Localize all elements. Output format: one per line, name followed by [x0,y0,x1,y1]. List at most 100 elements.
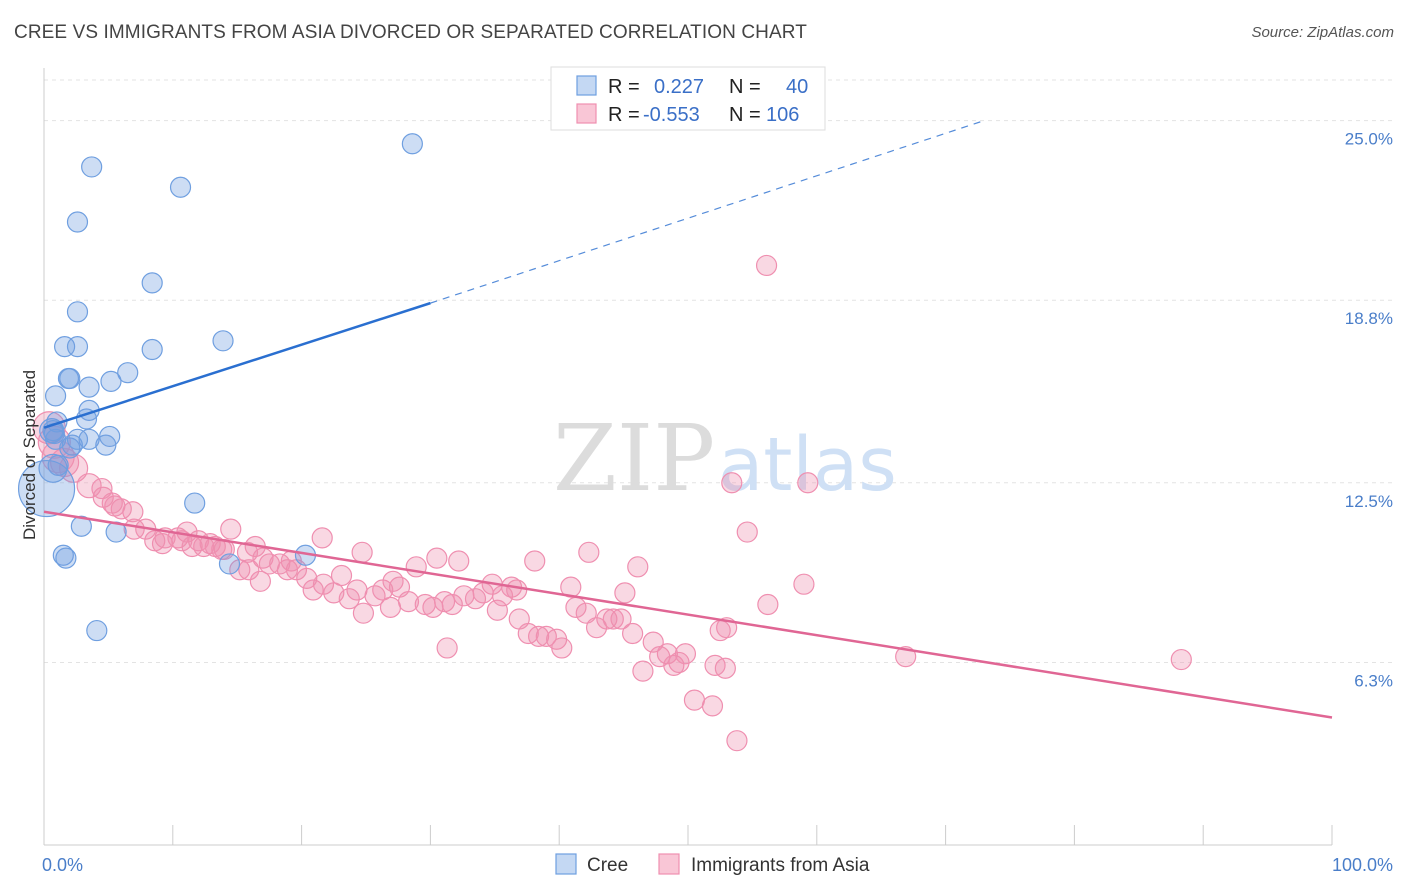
asia-point [448,550,470,572]
asia-point [622,622,644,645]
asia-point [614,582,636,604]
chart-source: Source: ZipAtlas.com [1251,24,1394,41]
y-tick-label: 18.8% [1345,309,1393,328]
asia-point [311,527,333,549]
cree-point [70,515,92,537]
asia-point [1170,648,1192,671]
watermark: ZIP atlas [553,405,897,512]
legend-asia-n-label: N = [729,104,761,126]
asia-point [104,495,126,517]
asia-point [793,573,815,595]
cree-point [86,619,108,642]
asia-point [610,608,632,630]
cree-point [78,376,100,398]
asia-point [91,477,113,500]
bottom-legend-cree-swatch [555,853,577,875]
asia-point [229,559,251,581]
cree-point [66,301,89,323]
asia-point [151,533,174,555]
cree-points [17,133,423,642]
asia-point [252,547,274,569]
asia-point [656,643,678,665]
asia-point [506,579,528,601]
asia-point [632,660,654,682]
y-tick-label: 12.5% [1345,492,1393,511]
axes [43,68,1333,846]
legend-asia-r-label: R = [608,104,640,126]
bottom-legend: Cree Immigrants from Asia [555,853,870,876]
legend-asia-n-value: 106 [766,104,799,126]
cree-trend-extension [430,119,985,304]
asia-point [379,596,402,618]
asia-point [296,567,318,590]
cree-point [117,362,139,384]
tick-labels: 6.3% 12.5% 18.8% 25.0% 0.0% 100.0% [42,130,1393,875]
asia-point [674,643,697,665]
legend-cree-n-label: N = [729,76,761,98]
asia-point [575,602,597,624]
watermark-zip: ZIP [553,405,715,512]
asia-point [486,599,508,621]
cree-point [66,211,89,233]
cree-point [81,156,103,178]
cree-point [66,335,89,358]
cree-point [52,544,74,566]
bottom-legend-asia: Immigrants from Asia [691,855,870,876]
cree-point [75,408,98,430]
asia-point [524,550,546,572]
asia-point [895,646,917,668]
cree-point [141,272,163,294]
asia-point [351,541,373,563]
cree-point [47,454,69,476]
cree-point [212,330,234,352]
y-tick-label: 6.3% [1354,671,1393,690]
asia-point [668,651,690,674]
bottom-legend-cree: Cree [587,855,628,876]
asia-point [602,608,624,630]
asia-point [755,254,778,277]
asia-point [338,588,360,610]
x-tick-label-start: 0.0% [42,855,83,875]
asia-point [441,593,463,616]
asia-point [346,579,368,601]
legend-cree-swatch [576,75,597,96]
cree-point [59,367,81,390]
asia-point [382,570,404,592]
chart-title: CREE VS IMMIGRANTS FROM ASIA DIVORCED OR… [14,22,807,43]
legend-cree-r-value: 0.227 [654,76,704,98]
watermark-atlas: atlas [718,422,897,508]
asia-point [405,556,427,578]
bottom-legend-asia-swatch [658,853,680,875]
asia-point [249,570,271,592]
asia-point [683,689,706,711]
cree-point [100,370,122,392]
asia-point [436,637,458,659]
cree-point [218,553,241,575]
legend-cree-n-value: 40 [786,76,808,98]
x-tick-label-end: 100.0% [1332,855,1393,875]
cree-point [78,428,100,450]
asia-point [302,579,324,601]
y-axis-label: Divorced or Separated [20,370,39,540]
asia-point [701,695,724,717]
cree-point [95,434,117,456]
asia-point [352,602,375,624]
asia-point [527,625,550,647]
asia-point [238,559,260,581]
cree-point [401,133,423,155]
legend-cree-r-label: R = [608,76,640,98]
asia-point [426,547,448,569]
y-tick-label: 25.0% [1345,130,1393,149]
asia-point [330,564,353,587]
cree-point [141,338,163,361]
cree-point [61,434,83,456]
trend-lines [43,119,1333,719]
asia-point [551,637,573,659]
asia-point [726,730,748,752]
cree-trend-line [43,301,431,429]
asia-point [757,593,779,616]
asia-point [627,556,649,578]
legend-asia-r-value: -0.553 [643,104,700,126]
cree-point [44,385,67,407]
